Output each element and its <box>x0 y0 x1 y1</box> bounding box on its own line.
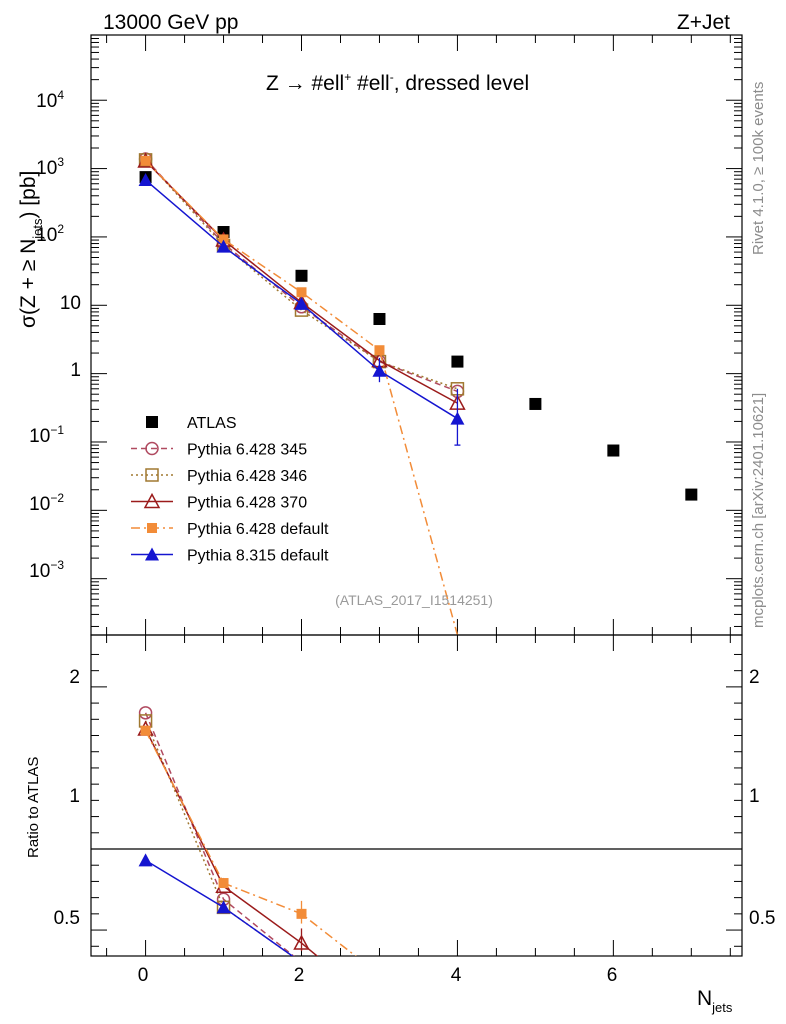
main-y-tick-labels: 104 103 102 10 1 10−1 10−2 10−3 <box>29 88 81 582</box>
main-title-sup2: - <box>390 70 394 84</box>
legend-marker-atlas <box>146 416 158 428</box>
data-point-pythia-6-428-default <box>374 345 385 356</box>
data-point-pythia-8-315-default <box>216 239 231 253</box>
x-axis-label: Njets <box>697 987 733 1015</box>
main-series-layer <box>137 152 698 635</box>
ratio-panel-frame <box>90 634 743 957</box>
ratio-ytick-2-left: 2 <box>69 667 80 688</box>
legend-label-pythia-6-428-345: Pythia 6.428 345 <box>187 442 307 459</box>
xtick-2: 2 <box>294 965 305 986</box>
legend-marker-pythia-6-428-346 <box>145 468 159 482</box>
ratio-ytick-2-right: 2 <box>749 667 760 688</box>
ratio-axis-ticks <box>91 635 742 956</box>
legend-label-pythia-6-428-346: Pythia 6.428 346 <box>187 468 307 485</box>
main-title-part1: Z → #ell <box>266 72 344 95</box>
mcplots-label: mcplots.cern.ch [arXiv:2401.10621] <box>750 393 767 628</box>
data-point-atlas <box>295 269 308 282</box>
legend-marker-pythia-6-428-370 <box>143 492 161 509</box>
main-y-axis-label: σ(Z + ≥ Njets) [pb] <box>17 171 45 328</box>
data-point-atlas <box>529 397 542 410</box>
ratio-series-layer <box>137 706 357 956</box>
legend-marker-pythia-6-428-default <box>147 523 157 533</box>
ratio-point-pythia-6-428-default <box>140 725 151 736</box>
main-title: Z → #ell+ #ell-, dressed level <box>266 70 529 95</box>
legend-marker-pythia-8-315-default <box>145 547 159 561</box>
ratio-line-pythia-6-428-370 <box>144 728 319 956</box>
series-line-pythia-6-428-370 <box>145 160 458 404</box>
ratio-line-pythia-6-428-345 <box>144 712 295 956</box>
ratio-point-pythia-6-428-345 <box>138 706 153 720</box>
main-panel-frame <box>90 34 743 636</box>
xtick-0: 0 <box>138 965 149 986</box>
data-point-pythia-6-428-default <box>296 287 307 298</box>
main-title-part3: , dressed level <box>394 72 529 95</box>
ytick-1e-2: 10−2 <box>29 491 64 515</box>
ylabel-end: ) [pb] <box>17 171 40 219</box>
x-tick-labels: 0 2 4 6 <box>138 965 618 986</box>
ratio-point-pythia-8-315-default <box>216 900 231 914</box>
legend-label-pythia-8-315-default: Pythia 8.315 default <box>187 548 329 565</box>
ratio-ytick-0.5-left: 0.5 <box>54 908 80 929</box>
ytick-1e-3: 10−3 <box>29 558 64 582</box>
data-point-atlas <box>373 312 386 325</box>
data-point-atlas <box>685 488 698 501</box>
main-title-sup1: + <box>344 70 351 84</box>
ytick-1e2: 102 <box>36 222 64 246</box>
data-point-pythia-6-428-default <box>218 234 229 245</box>
ytick-1e3: 103 <box>36 155 64 179</box>
header-process: Z+Jet <box>677 11 730 34</box>
ratio-ytick-0.5-right: 0.5 <box>749 908 775 929</box>
xtick-4: 4 <box>451 965 462 986</box>
legend-label-atlas: ATLAS <box>187 415 237 432</box>
ratio-ytick-1-left: 1 <box>69 786 80 807</box>
ytick-10: 10 <box>60 293 81 314</box>
legend-label-pythia-6-428-default: Pythia 6.428 default <box>187 521 329 538</box>
legend-label-pythia-6-428-370: Pythia 6.428 370 <box>187 495 307 512</box>
data-point-pythia-8-315-default <box>294 296 309 310</box>
ratio-line-pythia-6-428-default <box>144 730 357 956</box>
main-axis-ticks <box>91 34 742 635</box>
data-point-pythia-6-428-default <box>140 155 151 166</box>
ratio-point-pythia-8-315-default <box>138 853 153 867</box>
main-title-part2: #ell <box>351 72 390 95</box>
ytick-1: 1 <box>70 360 81 381</box>
ratio-ytick-1-right: 1 <box>749 786 760 807</box>
ratio-y-axis-label: Ratio to ATLAS <box>25 757 42 858</box>
analysis-watermark: (ATLAS_2017_I1514251) <box>335 592 493 608</box>
ylabel-sub: jets <box>30 218 45 240</box>
ytick-1e4: 104 <box>36 88 64 112</box>
xtick-6: 6 <box>607 965 618 986</box>
header-energy: 13000 GeV pp <box>103 11 238 34</box>
ylabel-main: σ(Z + ≥ N <box>17 239 40 328</box>
ratio-y-tick-labels: 2 1 0.5 2 1 0.5 <box>54 667 776 929</box>
legend: ATLAS Pythia 6.428 345 Pythia 6.428 346 Pyt… <box>131 415 329 565</box>
data-point-atlas <box>451 355 464 368</box>
data-point-atlas <box>607 444 620 457</box>
rivet-version-label: Rivet 4.1.0, ≥ 100k events <box>750 82 767 255</box>
ytick-1e-1: 10−1 <box>29 423 64 447</box>
ratio-point-pythia-6-428-default <box>218 878 229 889</box>
data-point-pythia-8-315-default <box>138 173 153 187</box>
legend-marker-pythia-6-428-345 <box>145 441 159 456</box>
